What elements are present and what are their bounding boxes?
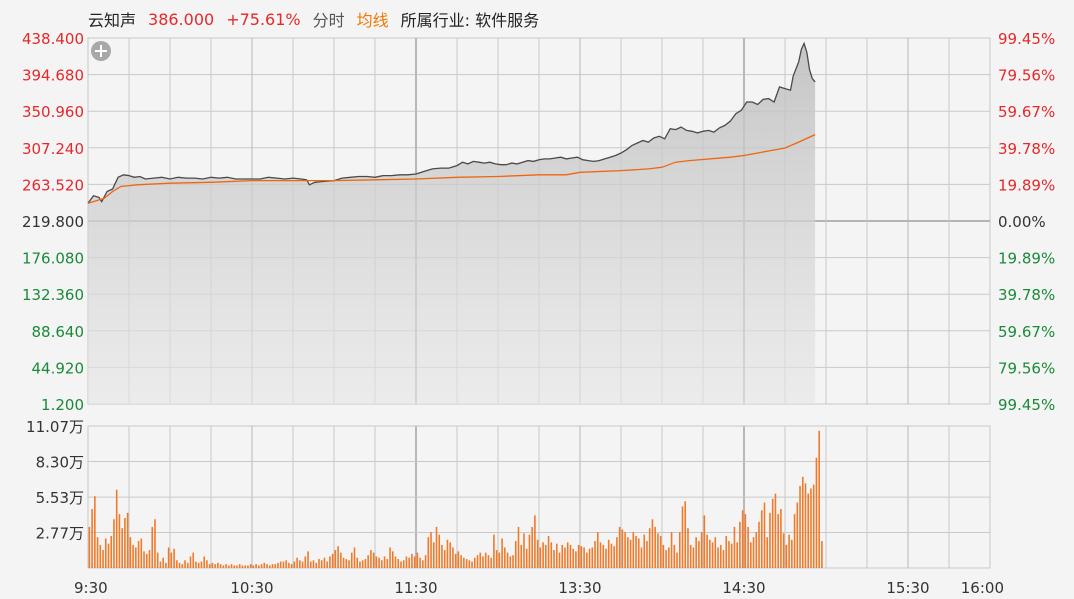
percent-tick-label: 19.89% xyxy=(998,250,1055,268)
price-tick-label: 394.680 xyxy=(22,67,84,85)
stock-header: 云知声 386.000 +75.61% 分时 均线 所属行业: 软件服务 xyxy=(88,6,539,32)
price-tick-label: 1.200 xyxy=(41,396,84,414)
price-area xyxy=(88,43,816,405)
price-tick-label: 176.080 xyxy=(22,250,84,268)
change-percent: +75.61% xyxy=(226,9,301,29)
time-tick-label: 15:30 xyxy=(886,579,929,597)
price-tick-label: 350.960 xyxy=(22,103,84,121)
tab-average-line[interactable]: 均线 xyxy=(356,11,389,30)
current-price: 386.000 xyxy=(148,9,215,29)
percent-tick-label: 0.00% xyxy=(998,213,1046,231)
percent-tick-label: 79.56% xyxy=(998,67,1055,85)
time-tick-label: 9:30 xyxy=(74,579,108,597)
price-tick-label: 263.520 xyxy=(22,176,84,194)
volume-tick-label: 5.53万 xyxy=(36,489,84,507)
volume-tick-label: 2.77万 xyxy=(36,524,84,542)
price-tick-label: 44.920 xyxy=(32,359,85,377)
price-tick-label: 307.240 xyxy=(22,140,84,158)
percent-tick-label: 59.67% xyxy=(998,323,1055,341)
time-tick-label: 13:30 xyxy=(558,579,601,597)
percent-tick-label: 99.45% xyxy=(998,396,1055,414)
volume-tick-label: 8.30万 xyxy=(36,454,84,472)
industry-label[interactable]: 所属行业: 软件服务 xyxy=(400,11,540,30)
price-tick-label: 88.640 xyxy=(32,323,85,341)
tab-intraday[interactable]: 分时 xyxy=(312,11,345,30)
stock-name[interactable]: 云知声 xyxy=(88,11,137,30)
time-tick-label: 16:00 xyxy=(961,579,1004,597)
price-tick-label: 219.800 xyxy=(22,213,84,231)
price-tick-label: 132.360 xyxy=(22,286,84,304)
percent-tick-label: 19.89% xyxy=(998,176,1055,194)
time-tick-label: 14:30 xyxy=(722,579,765,597)
volume-tick-label: 11.07万 xyxy=(26,418,84,436)
price-tick-label: 438.400 xyxy=(22,30,84,48)
time-tick-label: 11:30 xyxy=(394,579,437,597)
avg-price-line xyxy=(87,134,816,204)
time-tick-label: 10:30 xyxy=(230,579,273,597)
percent-tick-label: 39.78% xyxy=(998,286,1055,304)
percent-tick-label: 39.78% xyxy=(998,140,1055,158)
percent-tick-label: 79.56% xyxy=(998,359,1055,377)
percent-tick-label: 99.45% xyxy=(998,30,1055,48)
plus-circle-icon[interactable] xyxy=(91,41,111,61)
percent-tick-label: 59.67% xyxy=(998,103,1055,121)
price-line xyxy=(87,41,816,204)
